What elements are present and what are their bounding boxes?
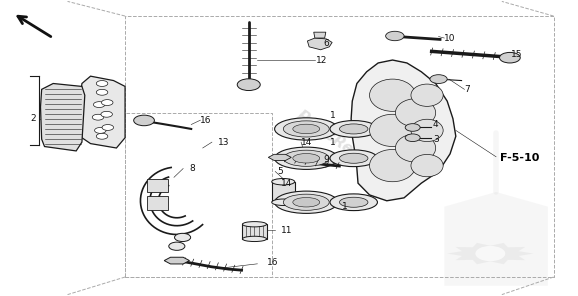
Ellipse shape bbox=[369, 149, 416, 182]
Ellipse shape bbox=[411, 84, 443, 106]
Ellipse shape bbox=[275, 118, 338, 140]
Ellipse shape bbox=[339, 153, 368, 163]
Circle shape bbox=[175, 233, 191, 242]
Polygon shape bbox=[351, 60, 456, 201]
Ellipse shape bbox=[272, 199, 295, 205]
Bar bbox=[242, 224, 266, 239]
Text: 14: 14 bbox=[281, 179, 292, 188]
Polygon shape bbox=[164, 257, 190, 264]
Text: 1: 1 bbox=[342, 202, 348, 211]
Ellipse shape bbox=[369, 79, 416, 111]
Ellipse shape bbox=[339, 197, 368, 207]
Bar bbox=[147, 196, 168, 210]
Circle shape bbox=[92, 114, 104, 120]
Polygon shape bbox=[40, 83, 85, 151]
Circle shape bbox=[97, 133, 108, 139]
Ellipse shape bbox=[293, 124, 320, 134]
Ellipse shape bbox=[339, 124, 368, 134]
Ellipse shape bbox=[283, 194, 329, 210]
Ellipse shape bbox=[369, 114, 416, 147]
Text: 15: 15 bbox=[511, 50, 523, 59]
Ellipse shape bbox=[395, 134, 436, 162]
Circle shape bbox=[94, 102, 105, 107]
Circle shape bbox=[102, 100, 113, 105]
Ellipse shape bbox=[272, 178, 295, 185]
Text: 11: 11 bbox=[281, 226, 292, 235]
Circle shape bbox=[237, 79, 260, 91]
Ellipse shape bbox=[275, 147, 338, 169]
Ellipse shape bbox=[293, 197, 320, 207]
Text: 16: 16 bbox=[266, 258, 278, 267]
Polygon shape bbox=[307, 38, 332, 50]
Text: 10: 10 bbox=[444, 33, 456, 43]
Polygon shape bbox=[444, 192, 548, 286]
Text: 1: 1 bbox=[331, 111, 336, 120]
Text: 8: 8 bbox=[189, 164, 195, 173]
Text: 7: 7 bbox=[465, 85, 470, 94]
Ellipse shape bbox=[395, 99, 436, 127]
Ellipse shape bbox=[330, 150, 377, 167]
Text: 12: 12 bbox=[316, 56, 327, 65]
Polygon shape bbox=[447, 243, 533, 264]
Circle shape bbox=[405, 124, 420, 131]
Ellipse shape bbox=[330, 120, 377, 137]
Circle shape bbox=[475, 246, 505, 261]
Polygon shape bbox=[268, 154, 291, 160]
Text: 13: 13 bbox=[218, 138, 229, 147]
Circle shape bbox=[97, 81, 108, 86]
Circle shape bbox=[430, 75, 447, 83]
Circle shape bbox=[97, 89, 108, 95]
Ellipse shape bbox=[411, 119, 443, 141]
Text: 3: 3 bbox=[433, 135, 439, 144]
Text: 5: 5 bbox=[277, 167, 283, 176]
Text: PartsRepublik: PartsRepublik bbox=[294, 108, 399, 188]
Circle shape bbox=[169, 242, 185, 250]
Circle shape bbox=[95, 128, 106, 133]
Circle shape bbox=[499, 52, 520, 63]
Circle shape bbox=[405, 134, 420, 141]
Polygon shape bbox=[79, 76, 125, 148]
Bar bbox=[147, 179, 168, 192]
Text: 4: 4 bbox=[433, 120, 439, 129]
Text: 2: 2 bbox=[30, 114, 36, 123]
Ellipse shape bbox=[242, 222, 266, 227]
Text: 6: 6 bbox=[324, 39, 329, 49]
Polygon shape bbox=[314, 32, 326, 38]
Ellipse shape bbox=[411, 155, 443, 177]
Text: F-5-10: F-5-10 bbox=[500, 153, 539, 163]
Ellipse shape bbox=[330, 194, 377, 210]
Circle shape bbox=[101, 111, 112, 117]
Ellipse shape bbox=[275, 191, 338, 213]
Ellipse shape bbox=[242, 236, 266, 242]
Text: 14: 14 bbox=[301, 138, 313, 147]
Circle shape bbox=[386, 31, 404, 41]
Text: 9: 9 bbox=[324, 155, 329, 164]
Text: 16: 16 bbox=[201, 116, 212, 125]
Circle shape bbox=[102, 125, 113, 131]
Text: 1: 1 bbox=[331, 138, 336, 147]
Bar bbox=[272, 182, 295, 202]
Circle shape bbox=[134, 115, 154, 126]
Ellipse shape bbox=[293, 154, 320, 163]
Ellipse shape bbox=[283, 121, 329, 137]
Ellipse shape bbox=[283, 150, 329, 166]
